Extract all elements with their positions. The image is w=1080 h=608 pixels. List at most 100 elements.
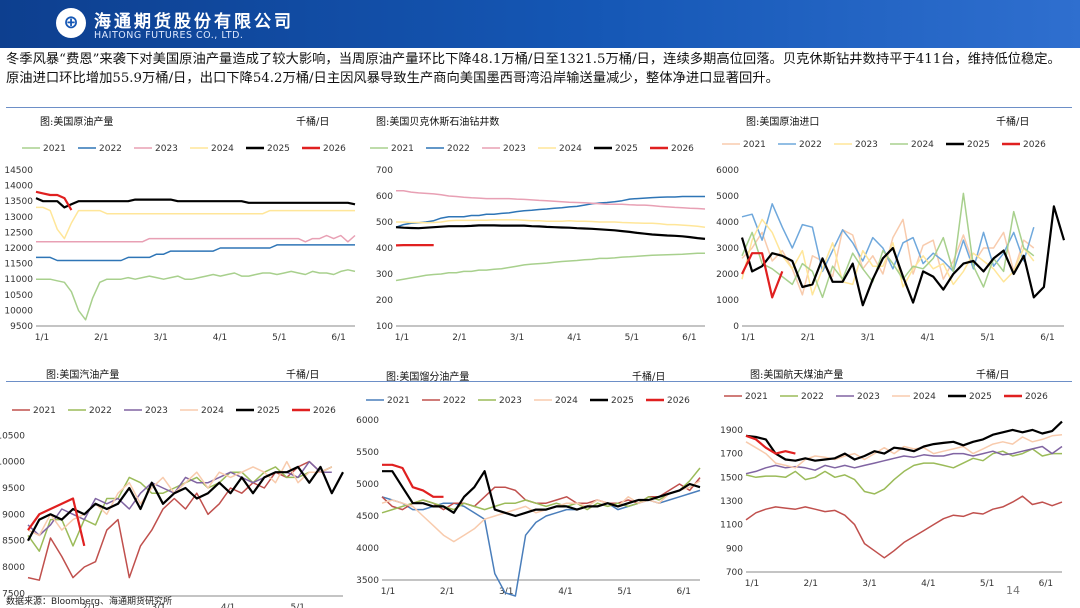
x-tick-label: 3/1: [861, 333, 875, 343]
x-tick-label: 3/1: [862, 579, 876, 589]
chart-title: 图:美国航天煤油产量: [750, 370, 844, 381]
y-tick-label: 4000: [356, 544, 379, 554]
y-tick-label: 5000: [356, 480, 379, 490]
chart-unit: 千桶/日: [632, 372, 666, 383]
legend-label: 2022: [89, 406, 112, 416]
y-tick-label: 3000: [716, 244, 739, 254]
legend-label: 2025: [969, 392, 992, 402]
legend-label: 2021: [33, 406, 56, 416]
x-tick-label: 1/1: [745, 579, 759, 589]
legend-label: 2021: [743, 140, 766, 150]
legend-label: 2022: [801, 392, 824, 402]
y-tick-label: 6000: [356, 416, 379, 426]
series-line-2024: [745, 433, 1063, 469]
chart-unit: 千桶/日: [286, 370, 320, 381]
y-tick-label: 900: [726, 544, 743, 554]
section-divider-bottom: [6, 381, 1072, 382]
legend-label: 2023: [503, 144, 526, 154]
legend-label: 2023: [857, 392, 880, 402]
y-tick-label: 12000: [4, 244, 33, 254]
legend-label: 2025: [257, 406, 280, 416]
y-tick-label: 3500: [356, 576, 379, 586]
y-tick-label: 8500: [2, 537, 25, 547]
legend-label: 2021: [387, 396, 410, 406]
company-name-en: HAITONG FUTURES CO., LTD.: [94, 30, 244, 41]
y-tick-label: 13000: [4, 213, 33, 223]
data-source-note: 数据来源：Bloomberg、海通期货研究所: [6, 597, 172, 607]
legend-label: 2024: [201, 406, 224, 416]
series-line-2025: [395, 224, 706, 240]
legend-label: 2025: [967, 140, 990, 150]
legend-label: 2026: [323, 144, 346, 154]
x-tick-label: 4/1: [920, 333, 934, 343]
chart-title: 图:美国原油产量: [40, 117, 114, 128]
y-tick-label: 13500: [4, 197, 33, 207]
x-tick-label: 4/1: [921, 579, 935, 589]
y-tick-label: 700: [376, 166, 393, 176]
legend-label: 2022: [447, 144, 470, 154]
y-tick-label: 11000: [4, 275, 33, 285]
series-line-2023: [381, 467, 701, 514]
chart-title: 图:美国馏分油产量: [386, 372, 470, 383]
x-tick-label: 1/1: [741, 333, 755, 343]
legend-label: 2026: [1025, 392, 1048, 402]
x-tick-label: 2/1: [94, 333, 108, 343]
x-tick-label: 3/1: [499, 587, 513, 597]
x-tick-label: 6/1: [1039, 579, 1053, 589]
y-tick-label: 4000: [716, 218, 739, 228]
series-line-2024: [396, 219, 706, 228]
chart-title: 图:美国原油进口: [746, 117, 820, 128]
y-tick-label: 9500: [10, 322, 33, 332]
chart-title: 图:美国汽油产量: [46, 370, 120, 381]
x-tick-label: 2/1: [801, 333, 815, 343]
legend-label: 2023: [155, 144, 178, 154]
y-tick-label: 9500: [2, 484, 25, 494]
x-tick-label: 2/1: [804, 579, 818, 589]
series-line-2021: [27, 460, 333, 581]
x-tick-label: 5/1: [617, 587, 631, 597]
series-line-2023: [396, 190, 706, 210]
series-line-2026: [382, 463, 444, 498]
y-tick-label: 11500: [4, 260, 33, 270]
x-tick-label: 6/1: [682, 333, 696, 343]
legend-label: 2024: [913, 392, 936, 402]
legend-label: 2022: [799, 140, 822, 150]
legend-label: 2025: [615, 144, 638, 154]
chart-crude-production: 9500 10000 10500 11000 11500 12000 12500 13000 1…: [4, 144, 356, 343]
chart-title: 图:美国贝克休斯石油钻井数: [376, 117, 500, 128]
series-line-2022: [741, 203, 1035, 273]
x-tick-label: 4/1: [221, 603, 235, 608]
series-line-2026: [35, 190, 73, 211]
y-tick-label: 1100: [720, 521, 743, 531]
series-line-2023: [745, 445, 1063, 475]
x-tick-label: 4/1: [567, 333, 581, 343]
legend-label: 2024: [911, 140, 934, 150]
legend-label: 2026: [667, 396, 690, 406]
x-tick-label: 5/1: [625, 333, 639, 343]
legend-label: 2026: [1023, 140, 1046, 150]
y-tick-label: 2000: [716, 270, 739, 280]
x-tick-label: 3/1: [510, 333, 524, 343]
x-tick-label: 4/1: [213, 333, 227, 343]
x-tick-label: 2/1: [452, 333, 466, 343]
x-tick-label: 6/1: [331, 333, 345, 343]
chart-jet-fuel-production: 700 900 1100 1300 1500 1700 1900 1/1 2/1 3/1 4/1 5/…: [720, 392, 1063, 589]
series-line-2025: [382, 470, 701, 518]
x-tick-label: 3/1: [151, 603, 165, 608]
legend-label: 2021: [745, 392, 768, 402]
legend-label: 2024: [559, 144, 582, 154]
y-tick-label: 500: [376, 218, 393, 228]
y-tick-label: 8000: [2, 563, 25, 573]
y-tick-label: 1900: [720, 426, 743, 436]
series-line-2026: [741, 252, 784, 299]
legend-label: 2021: [43, 144, 66, 154]
y-tick-label: 10000: [0, 458, 25, 468]
series-line-2025: [35, 197, 356, 209]
x-tick-label: 6/1: [676, 587, 690, 597]
y-tick-label: 6000: [716, 166, 739, 176]
y-tick-label: 10500: [4, 291, 33, 301]
x-tick-label: 4/1: [558, 587, 572, 597]
company-name-cn: 海通期货股份有限公司: [94, 12, 294, 32]
x-tick-label: 6/1: [1040, 333, 1054, 343]
y-tick-label: 300: [376, 270, 393, 280]
